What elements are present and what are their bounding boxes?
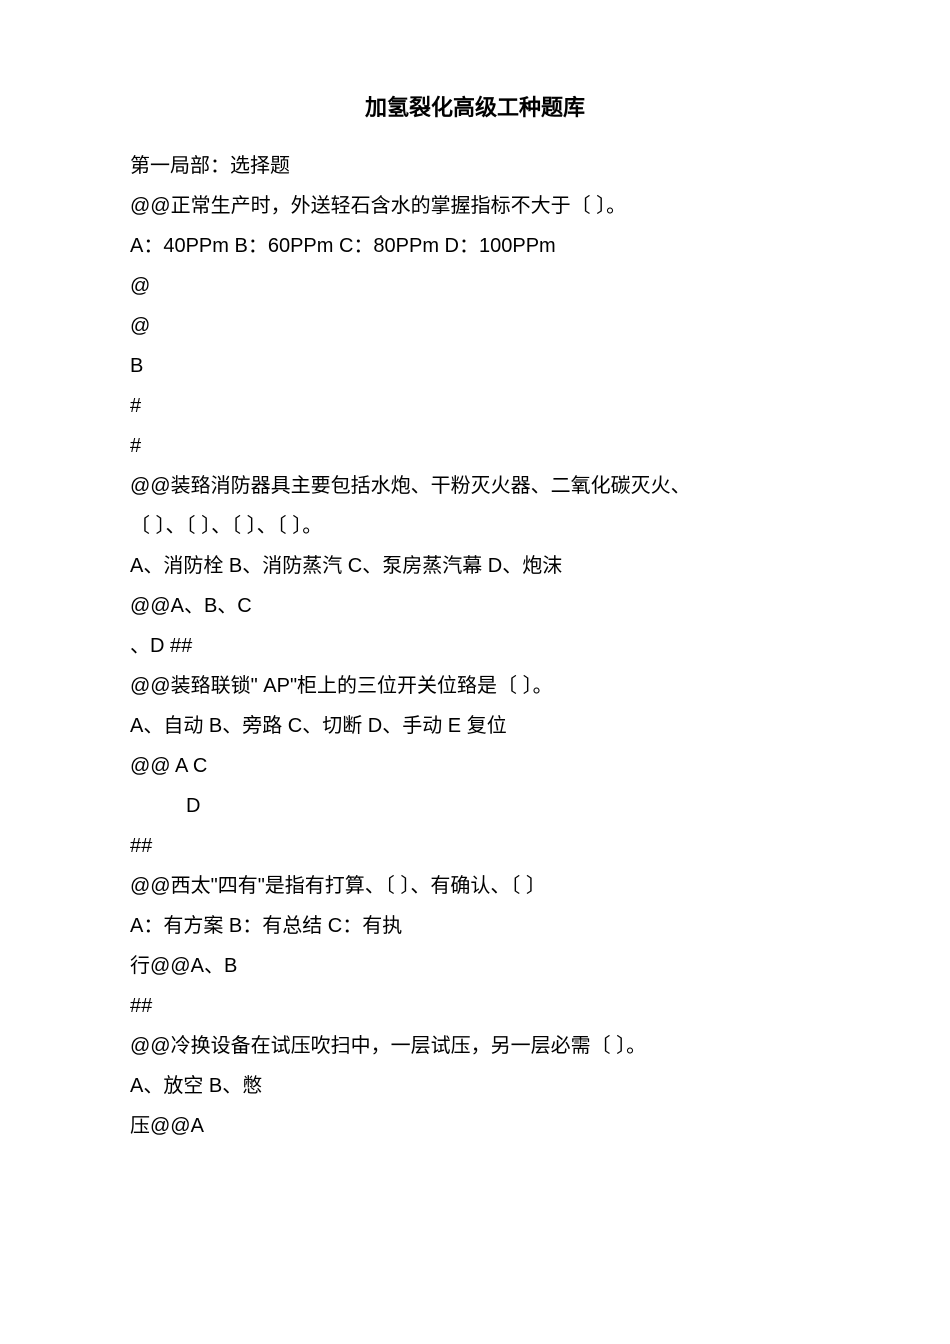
text-line: 压@@A	[130, 1106, 820, 1146]
text-line: @@A、B、C	[130, 586, 820, 626]
lines-container: @@正常生产时，外送轻石含水的掌握指标不大于〔 〕。A：40PPm B：60PP…	[130, 186, 820, 1146]
document-content: 第一局部：选择题 @@正常生产时，外送轻石含水的掌握指标不大于〔 〕。A：40P…	[130, 146, 820, 1146]
text-line: ##	[130, 826, 820, 866]
text-line: @@装臵联锁" AP"柜上的三位开关位臵是〔 〕。	[130, 666, 820, 706]
text-line: @@ A C	[130, 746, 820, 786]
text-line: A、消防栓 B、消防蒸汽 C、泵房蒸汽幕 D、炮沫	[130, 546, 820, 586]
text-line: ##	[130, 986, 820, 1026]
text-line: 行@@A、B	[130, 946, 820, 986]
document-title: 加氢裂化高级工种题库	[130, 90, 820, 122]
text-line: #	[130, 426, 820, 466]
text-line: 〔 〕、〔 〕、〔 〕、〔 〕。	[130, 506, 820, 546]
text-line: @	[130, 266, 820, 306]
text-line: @@冷换设备在试压吹扫中，一层试压，另一层必需〔 〕。	[130, 1026, 820, 1066]
text-line: B	[130, 346, 820, 386]
text-line: A：有方案 B：有总结 C：有执	[130, 906, 820, 946]
text-line: @@装臵消防器具主要包括水炮、干粉灭火器、二氧化碳灭火、	[130, 466, 820, 506]
text-line: A、放空 B、憋	[130, 1066, 820, 1106]
text-line: @@西太"四有"是指有打算、〔 〕、有确认、〔 〕	[130, 866, 820, 906]
text-line: @@正常生产时，外送轻石含水的掌握指标不大于〔 〕。	[130, 186, 820, 226]
text-line: A：40PPm B：60PPm C：80PPm D：100PPm	[130, 226, 820, 266]
text-line: 、D ##	[130, 626, 820, 666]
text-line: D	[130, 786, 820, 826]
text-line: @	[130, 306, 820, 346]
text-line: A、自动 B、旁路 C、切断 D、手动 E 复位	[130, 706, 820, 746]
section-header: 第一局部：选择题	[130, 146, 820, 186]
text-line: #	[130, 386, 820, 426]
